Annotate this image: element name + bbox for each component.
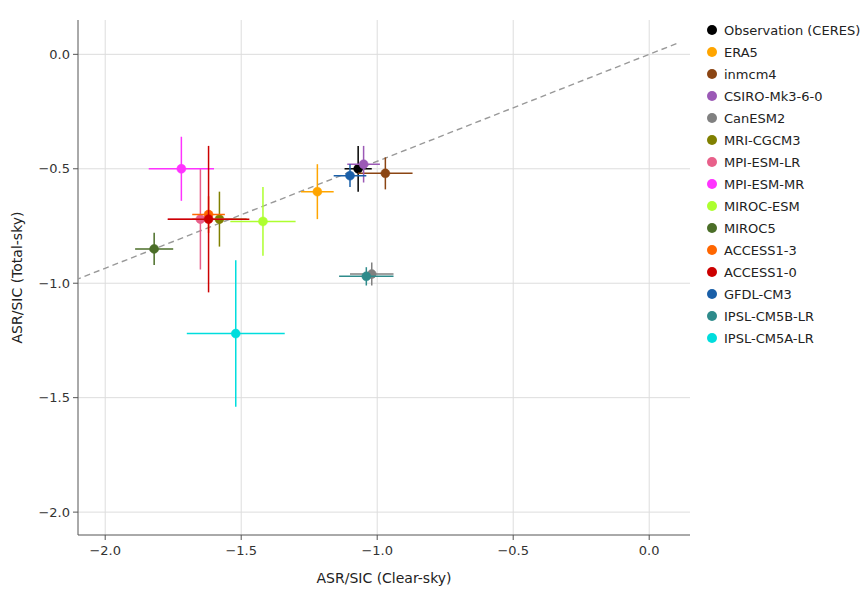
legend-label: ACCESS1-0 — [724, 265, 797, 280]
grid-line-y — [78, 512, 690, 513]
tick-x — [649, 535, 650, 540]
tick-label-x: −1.0 — [361, 543, 393, 558]
legend-label: GFDL-CM3 — [724, 287, 792, 302]
series-point — [149, 137, 214, 201]
legend-label: IPSL-CM5B-LR — [724, 309, 814, 324]
y-axis-label: ASR/SIC (Total-sky) — [9, 211, 25, 343]
tick-label-y: −2.0 — [38, 505, 70, 520]
tick-label-y: −1.5 — [38, 390, 70, 405]
legend-swatch — [707, 289, 717, 299]
point — [381, 169, 390, 178]
tick-y — [73, 397, 78, 398]
legend-swatch — [707, 91, 717, 101]
series-point — [345, 146, 372, 192]
legend-swatch — [707, 179, 717, 189]
point — [150, 244, 159, 253]
legend-label: inmcm4 — [724, 67, 777, 82]
point — [231, 329, 240, 338]
point — [359, 160, 368, 169]
tick-y — [73, 54, 78, 55]
series-point — [230, 187, 295, 256]
chart: −2.0 −1.5 −1.0 −0.5 0.0 −2.0 −1.5 −1.0 −0.5 0.0 AS… — [0, 0, 865, 601]
legend-label: MPI-ESM-MR — [724, 177, 804, 192]
series-point — [358, 157, 412, 189]
legend-swatch — [707, 69, 717, 79]
tick-x — [377, 535, 378, 540]
series-point — [301, 164, 334, 219]
legend-swatch — [707, 223, 717, 233]
x-axis-label: ASR/SIC (Clear-sky) — [316, 570, 451, 586]
reference-line — [78, 44, 676, 279]
point — [204, 215, 213, 224]
grid-line-y — [78, 283, 690, 284]
tick-x — [513, 535, 514, 540]
legend-label: ACCESS1-3 — [724, 243, 797, 258]
marks — [78, 44, 676, 407]
legend-label: MPI-ESM-LR — [724, 155, 800, 170]
grid-line-x — [649, 20, 650, 535]
legend-swatch — [707, 311, 717, 321]
tick-x — [241, 535, 242, 540]
tick-label-x: 0.0 — [639, 543, 660, 558]
grid-line-x — [377, 20, 378, 535]
x-axis-line — [78, 535, 690, 536]
axes: −2.0 −1.5 −1.0 −0.5 0.0 −2.0 −1.5 −1.0 −0.5 0.0 — [38, 20, 690, 558]
legend-swatch — [707, 113, 717, 123]
legend-swatch — [707, 267, 717, 277]
grid-line-x — [513, 20, 514, 535]
legend-label: MIROC5 — [724, 221, 776, 236]
series-point — [135, 233, 173, 265]
legend-swatch — [707, 245, 717, 255]
point — [346, 171, 355, 180]
legend-label: ERA5 — [724, 45, 758, 60]
series-point — [187, 260, 285, 406]
point — [313, 187, 322, 196]
tick-label-y: 0.0 — [49, 47, 70, 62]
tick-y — [73, 512, 78, 513]
grid-line-x — [105, 20, 106, 535]
grid-line-y — [78, 397, 690, 398]
grid-line-y — [78, 54, 690, 55]
series-point — [350, 263, 394, 286]
legend-swatch — [707, 201, 717, 211]
series-point — [168, 146, 250, 292]
series-point — [339, 267, 393, 285]
legend-swatch — [707, 157, 717, 167]
grid-line-x — [241, 20, 242, 535]
legend-label: Observation (CERES) — [724, 23, 860, 38]
point — [258, 217, 267, 226]
tick-label-x: −1.5 — [225, 543, 257, 558]
legend-swatch — [707, 47, 717, 57]
legend: Observation (CERES) ERA5 inmcm4 CSIRO-Mk3-6… — [707, 23, 860, 346]
tick-x — [105, 535, 106, 540]
legend-label: MRI-CGCM3 — [724, 133, 801, 148]
tick-label-x: −2.0 — [89, 543, 121, 558]
tick-label-y: −1.0 — [38, 276, 70, 291]
y-axis-line — [78, 20, 79, 535]
tick-label-y: −0.5 — [38, 161, 70, 176]
tick-label-x: −0.5 — [497, 543, 529, 558]
series-point — [334, 164, 367, 187]
point — [177, 164, 186, 173]
legend-swatch — [707, 135, 717, 145]
legend-swatch — [707, 25, 717, 35]
grid — [78, 20, 690, 535]
point — [362, 272, 371, 281]
tick-y — [73, 168, 78, 169]
tick-y — [73, 283, 78, 284]
legend-label: CanESM2 — [724, 111, 785, 126]
legend-label: CSIRO-Mk3-6-0 — [724, 89, 822, 104]
legend-label: IPSL-CM5A-LR — [724, 331, 814, 346]
legend-label: MIROC-ESM — [724, 199, 800, 214]
legend-swatch — [707, 333, 717, 343]
